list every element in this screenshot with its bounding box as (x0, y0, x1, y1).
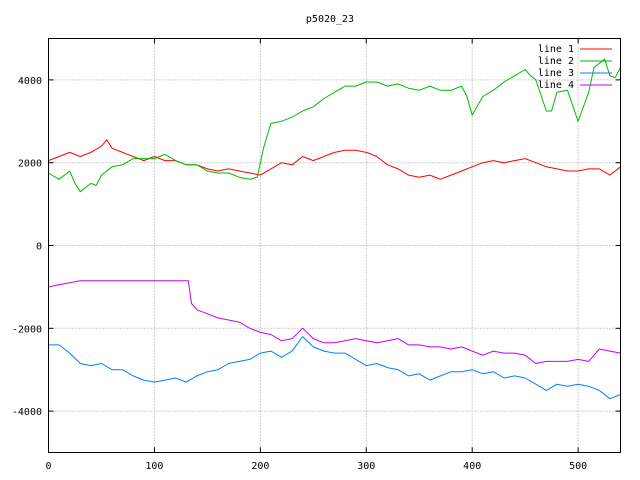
series-line-4 (48, 280, 621, 364)
y-tick-label: -4000 (12, 407, 42, 418)
x-tick-label: 300 (357, 461, 375, 472)
series-group (48, 58, 621, 400)
y-tick-label: 0 (36, 242, 42, 253)
series-line-2 (48, 58, 621, 193)
y-tick-label: 2000 (18, 159, 42, 170)
x-tick-label: 400 (463, 461, 481, 472)
x-tick-label: 0 (45, 461, 51, 472)
legend-label-4: line 4 (538, 80, 574, 91)
legend-label-1: line 1 (538, 44, 574, 55)
legend-label-3: line 3 (538, 68, 574, 79)
grid (48, 38, 621, 453)
x-tick-label: 200 (251, 461, 269, 472)
series-line-3 (48, 336, 621, 400)
x-tick-label: 500 (569, 461, 587, 472)
series-line-1 (48, 139, 621, 180)
chart-title: p5020_23 (306, 14, 354, 25)
x-tick-label: 100 (145, 461, 163, 472)
y-tick-label: 4000 (18, 76, 42, 87)
axis-ticks: 0 100 200 300 400 500 -4000 -2000 0 2000 4000 (12, 38, 621, 472)
y-tick-label: -2000 (12, 324, 42, 335)
legend-label-2: line 2 (538, 56, 574, 67)
